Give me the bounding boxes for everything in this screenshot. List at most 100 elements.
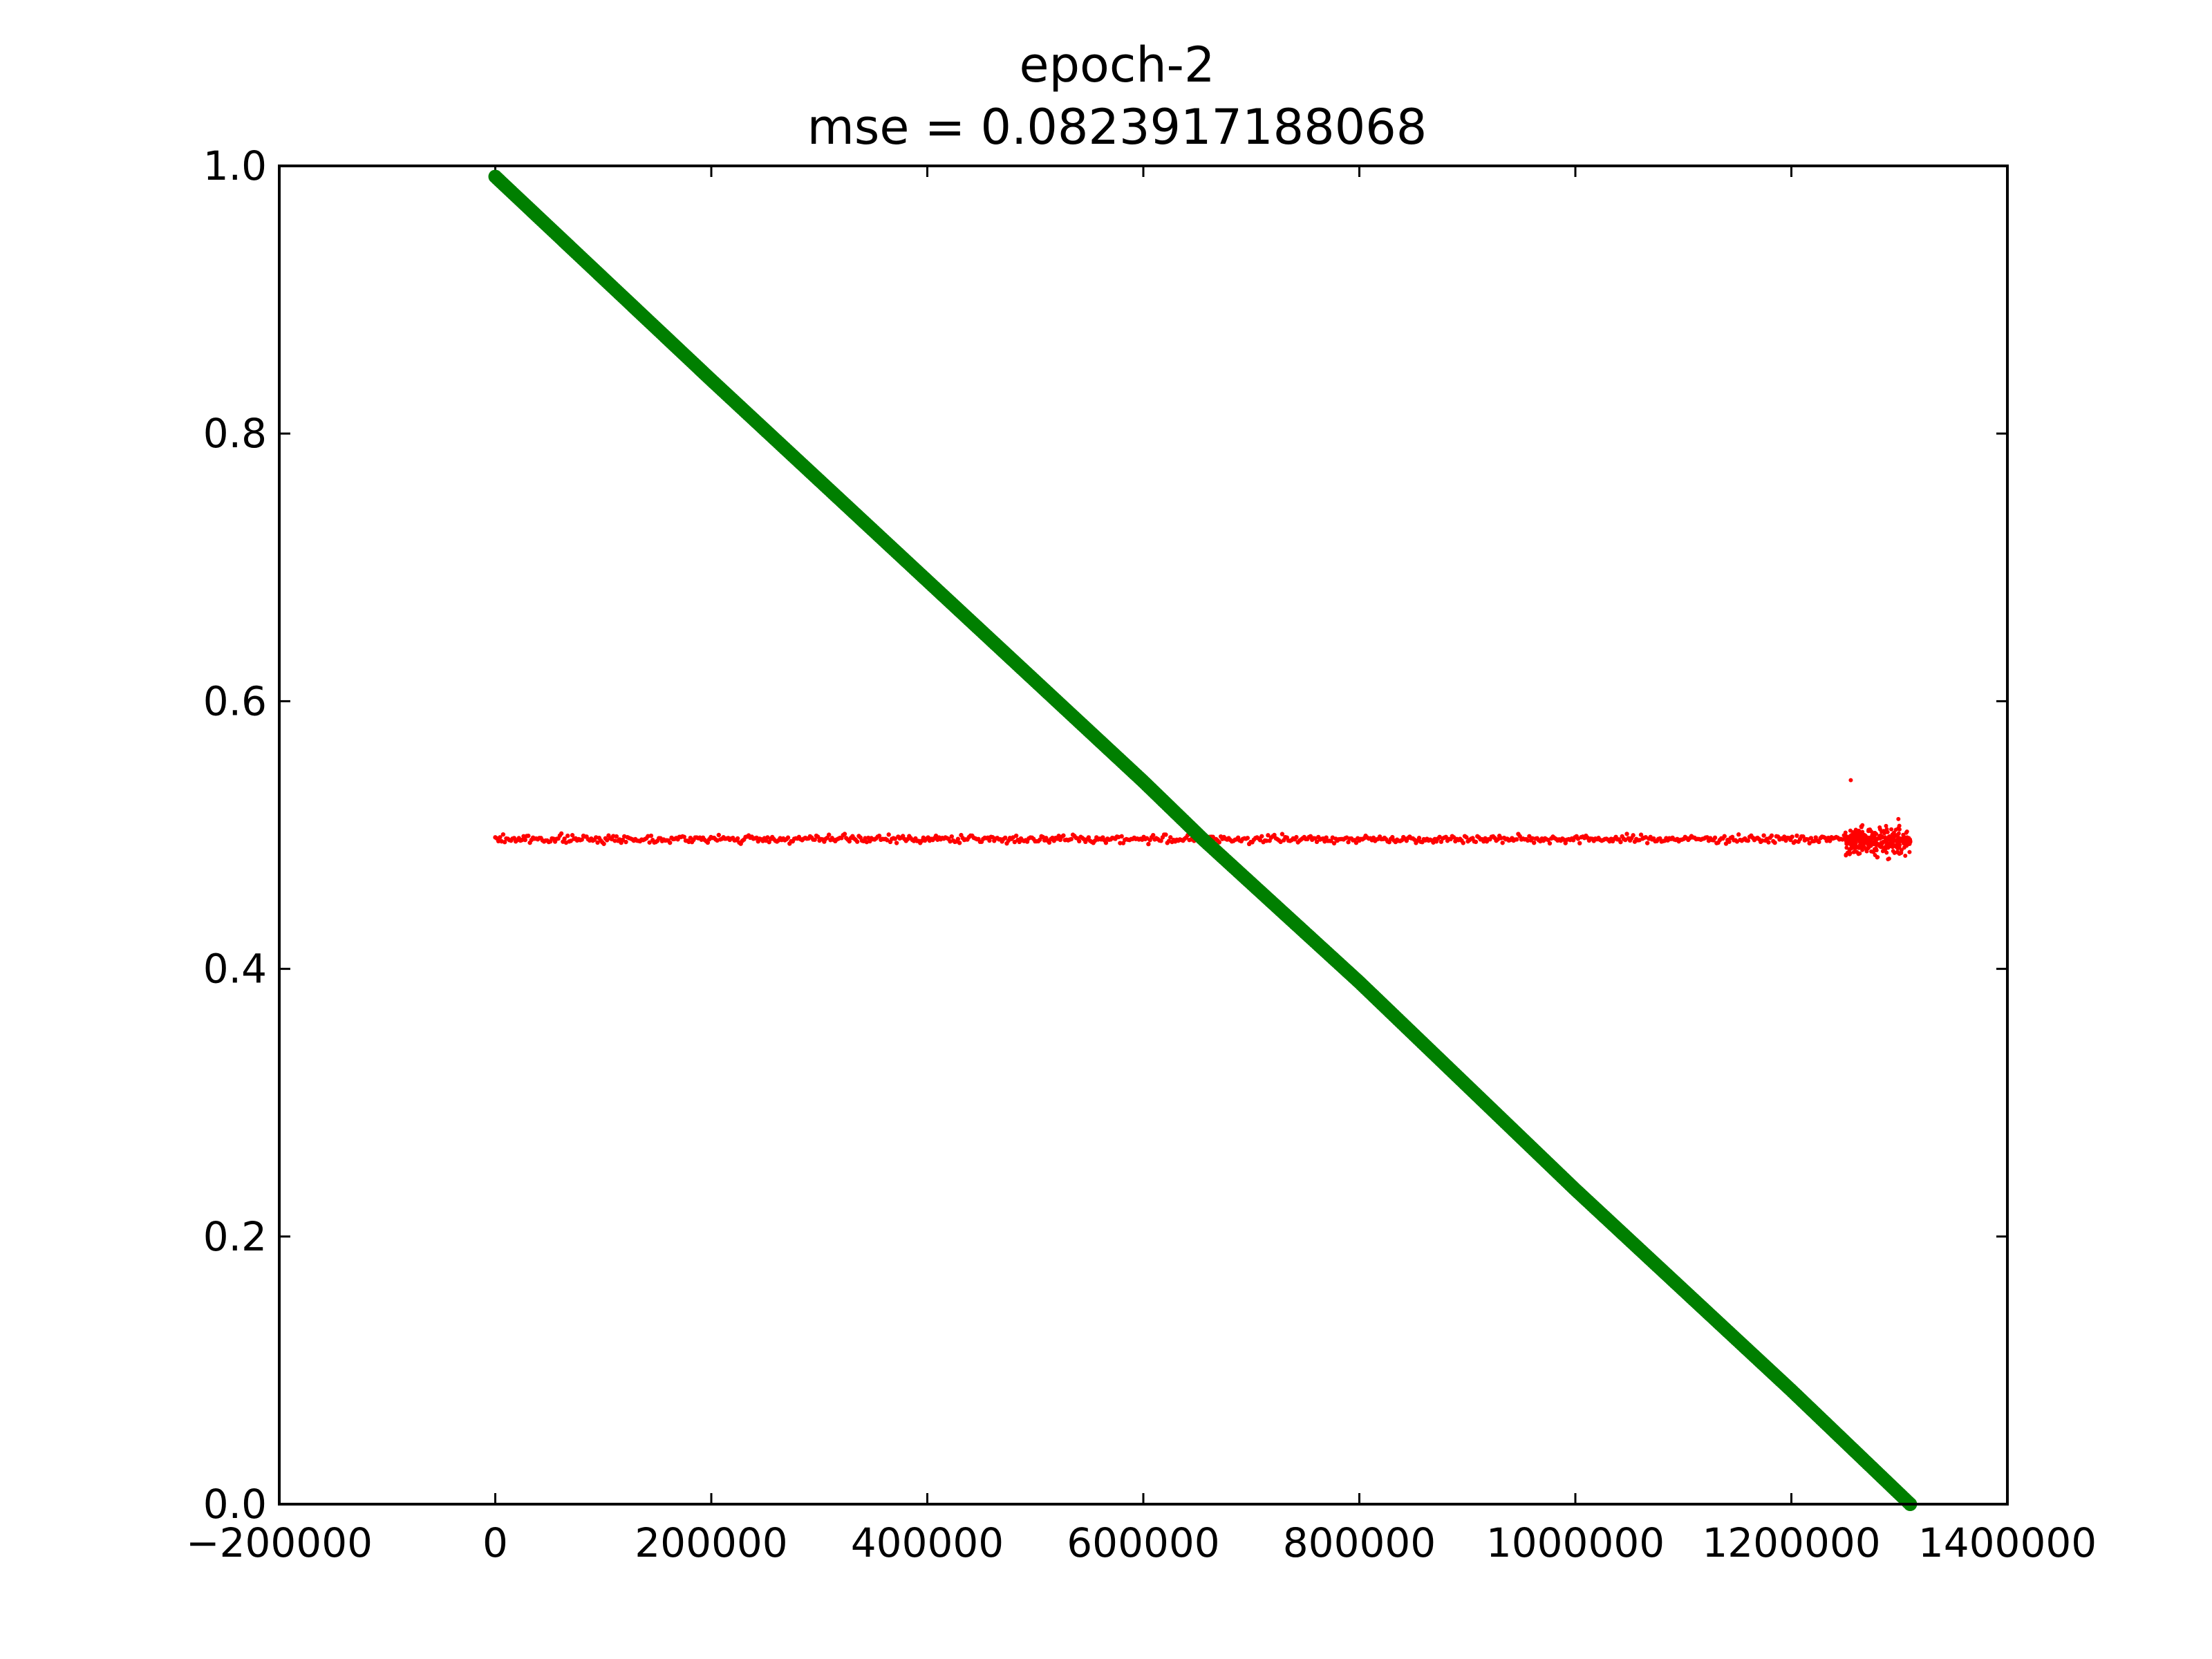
red-point (1266, 833, 1271, 838)
red-cluster-point (1869, 849, 1874, 854)
red-point (1760, 838, 1765, 843)
red-series-points (493, 778, 1913, 862)
red-point (1168, 835, 1173, 840)
red-point (705, 840, 711, 845)
red-cluster-point (1886, 845, 1891, 850)
red-point (1151, 832, 1156, 838)
red-point (1712, 835, 1718, 841)
red-point (1012, 839, 1018, 845)
red-point (1324, 835, 1329, 840)
red-cluster-point (1903, 854, 1908, 859)
red-cluster-point (1880, 849, 1885, 854)
red-cluster-point (1873, 838, 1878, 843)
x-tick-label: 1200000 (1702, 1519, 1880, 1566)
red-point (1772, 840, 1777, 845)
red-point (1346, 840, 1351, 845)
red-point (877, 834, 882, 838)
red-point (1577, 841, 1582, 846)
red-point (1470, 836, 1475, 841)
red-point (1038, 837, 1042, 842)
red-point (521, 834, 526, 838)
red-point (1013, 833, 1019, 838)
red-point (500, 832, 506, 837)
red-cluster-point (1849, 833, 1854, 838)
red-point (1461, 841, 1465, 845)
red-point (1416, 836, 1422, 841)
red-cluster-point (1863, 834, 1868, 839)
red-point (1103, 840, 1109, 845)
red-cluster-point (1888, 836, 1893, 841)
red-cluster-point (1904, 830, 1909, 835)
red-point (1532, 840, 1537, 845)
red-point (1272, 832, 1277, 838)
red-cluster-point (1892, 834, 1897, 839)
red-point (1766, 840, 1771, 845)
x-tick-label: 400000 (851, 1519, 1004, 1566)
red-point (957, 841, 962, 845)
red-cluster-point (1871, 836, 1875, 841)
red-cluster-point (1896, 816, 1901, 821)
red-point (1828, 838, 1833, 843)
red-point (512, 836, 517, 841)
red-cluster-point (1886, 856, 1891, 861)
red-point (847, 838, 852, 844)
red-point (1722, 834, 1727, 838)
red-cluster-point (1851, 850, 1856, 854)
red-point (1727, 839, 1732, 844)
red-point (1624, 832, 1629, 836)
red-point (1329, 838, 1333, 843)
red-point (1631, 833, 1635, 838)
red-cluster-point (1875, 855, 1880, 860)
red-point (1264, 838, 1269, 843)
red-point (1280, 832, 1285, 836)
red-cluster-point (1885, 830, 1890, 834)
red-point (1514, 837, 1519, 842)
y-tick-label: 0.2 (203, 1213, 267, 1260)
red-point (785, 835, 791, 840)
y-tick-label: 0.4 (203, 946, 267, 993)
red-point (1331, 841, 1337, 846)
x-tick-label: 600000 (1067, 1519, 1219, 1566)
red-point (620, 837, 626, 843)
red-cluster-point (1895, 841, 1900, 846)
red-cluster-point (1895, 850, 1900, 854)
red-point (735, 836, 740, 841)
red-point (565, 833, 570, 838)
red-point (886, 832, 891, 837)
red-point (668, 840, 673, 845)
red-cluster-point (1864, 849, 1869, 854)
red-cluster-point (1843, 830, 1848, 835)
red-point (1077, 838, 1082, 844)
red-point (1562, 837, 1566, 842)
red-cluster-point (1857, 843, 1862, 847)
red-point (526, 833, 531, 838)
red-cluster-point (1855, 836, 1859, 841)
red-point (1500, 841, 1505, 845)
red-cluster-point (1856, 852, 1861, 856)
red-cluster-point (1862, 841, 1866, 845)
red-point (502, 839, 507, 845)
red-point (949, 834, 954, 839)
red-point (1464, 835, 1469, 840)
red-point (1118, 841, 1123, 845)
red-point (1618, 839, 1623, 845)
y-tick-label: 1.0 (203, 142, 267, 189)
red-point (1245, 836, 1250, 841)
red-point (498, 835, 503, 840)
red-cluster-point (1897, 845, 1902, 850)
red-point (595, 840, 600, 845)
red-point (1119, 834, 1124, 839)
red-cluster-point (1868, 829, 1873, 834)
red-cluster-point (1884, 823, 1888, 828)
red-point (1047, 840, 1052, 845)
red-cluster-point (1853, 832, 1857, 837)
x-tick-label: 800000 (1283, 1519, 1436, 1566)
red-point (1769, 833, 1774, 838)
red-point (894, 841, 899, 845)
x-tick-label: −200000 (186, 1519, 373, 1566)
green-series-points (488, 169, 1918, 1511)
red-point (562, 836, 567, 841)
x-tick-label: 1400000 (1918, 1519, 2097, 1566)
red-point (496, 838, 501, 844)
red-cluster-point (1877, 834, 1882, 838)
